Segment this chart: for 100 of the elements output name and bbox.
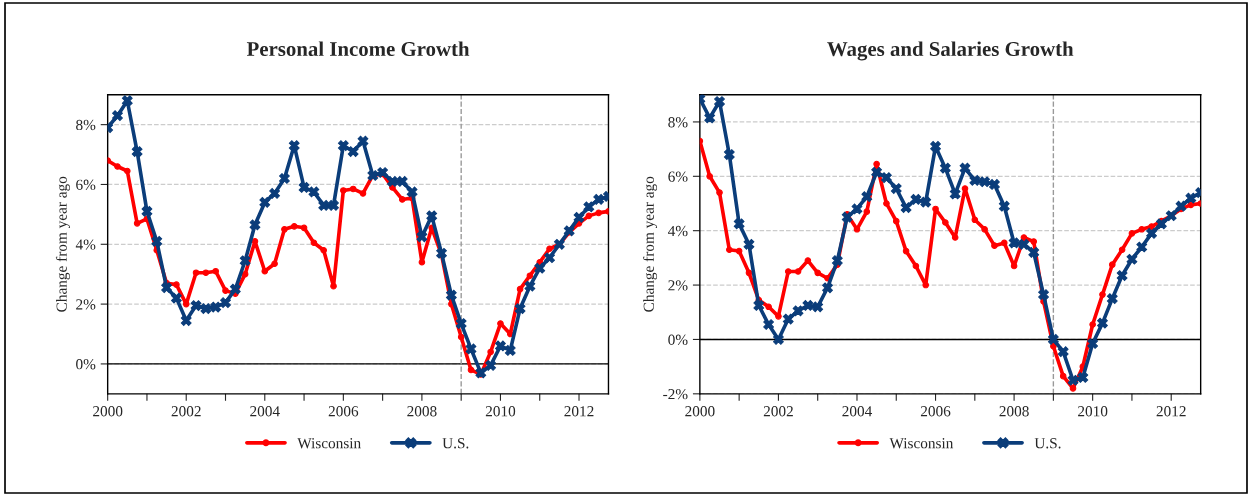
point (1000, 239, 1008, 247)
point (1175, 200, 1187, 212)
point (775, 313, 782, 320)
point (1069, 385, 1077, 392)
point (812, 301, 824, 313)
point (222, 287, 229, 294)
point (900, 202, 912, 213)
y-tick-label: 0% (668, 334, 688, 345)
point (308, 186, 320, 198)
point (190, 300, 202, 311)
point (1097, 317, 1108, 329)
point (416, 231, 428, 243)
point (259, 197, 271, 208)
point (851, 203, 863, 215)
point (200, 303, 212, 314)
point (1099, 291, 1106, 298)
point (704, 112, 716, 124)
point (465, 343, 477, 355)
point (753, 300, 765, 311)
point (1126, 253, 1138, 265)
point (971, 216, 979, 224)
point (726, 246, 733, 254)
point (534, 262, 546, 274)
point (1087, 338, 1099, 349)
point (1118, 246, 1126, 254)
point (310, 239, 318, 247)
point (220, 297, 231, 308)
legend-label: Wisconsin (889, 438, 954, 449)
x-tick-label: 2000 (93, 406, 123, 417)
point (133, 220, 141, 227)
point (716, 189, 723, 196)
point (595, 209, 602, 217)
point (151, 235, 163, 247)
point (1038, 289, 1049, 300)
point (161, 282, 172, 294)
y-tick-label: 0% (76, 359, 96, 370)
point (998, 200, 1010, 212)
x-tick-label: 2008 (407, 406, 437, 417)
point (455, 318, 467, 329)
point (180, 315, 192, 326)
point (585, 212, 593, 220)
point (526, 272, 534, 279)
point (922, 281, 930, 289)
point (892, 217, 900, 225)
point (288, 140, 300, 151)
x-tick-label: 2000 (685, 406, 715, 417)
point (192, 269, 200, 276)
point (773, 334, 784, 345)
point (546, 245, 553, 253)
point (920, 196, 932, 208)
point (951, 234, 959, 241)
point (881, 172, 892, 184)
point (251, 237, 259, 245)
point (939, 162, 951, 174)
point (959, 162, 971, 174)
x-tick-label: 2010 (485, 406, 516, 417)
point (497, 320, 504, 327)
point (300, 224, 308, 232)
point (349, 185, 357, 193)
point (714, 96, 725, 107)
point (290, 223, 298, 230)
point (485, 360, 497, 371)
x-tick-label: 2012 (564, 406, 594, 417)
point (1077, 372, 1089, 383)
point (930, 141, 941, 152)
legend-label: U.S. (442, 438, 469, 449)
point (782, 313, 794, 325)
point (733, 218, 745, 230)
point (337, 140, 349, 151)
point (743, 238, 755, 250)
point (1116, 270, 1128, 281)
point (890, 183, 902, 194)
point (121, 95, 133, 107)
point (792, 305, 804, 317)
point (279, 173, 290, 184)
y-tick-label: 4% (668, 225, 688, 237)
x-tick-label: 2010 (1078, 406, 1108, 417)
chart-title: Wages and Salaries Growth (827, 41, 1074, 61)
legend-label: U.S. (1034, 438, 1061, 449)
point (514, 303, 526, 314)
x-tick-label: 2002 (171, 406, 201, 417)
point (1136, 241, 1148, 253)
point (418, 258, 426, 266)
point (241, 270, 249, 278)
point (173, 281, 180, 288)
point (804, 257, 812, 264)
point (981, 226, 988, 233)
point (171, 292, 182, 304)
point (932, 205, 939, 213)
point (1148, 223, 1155, 230)
point (1030, 238, 1038, 245)
chart-title: Personal Income Growth (246, 41, 470, 57)
point (124, 167, 131, 175)
point (1047, 334, 1059, 345)
point (802, 300, 814, 311)
point (961, 185, 969, 192)
point (822, 282, 833, 294)
point (593, 194, 605, 205)
point (563, 225, 575, 237)
y-tick-label: 6% (76, 179, 96, 190)
